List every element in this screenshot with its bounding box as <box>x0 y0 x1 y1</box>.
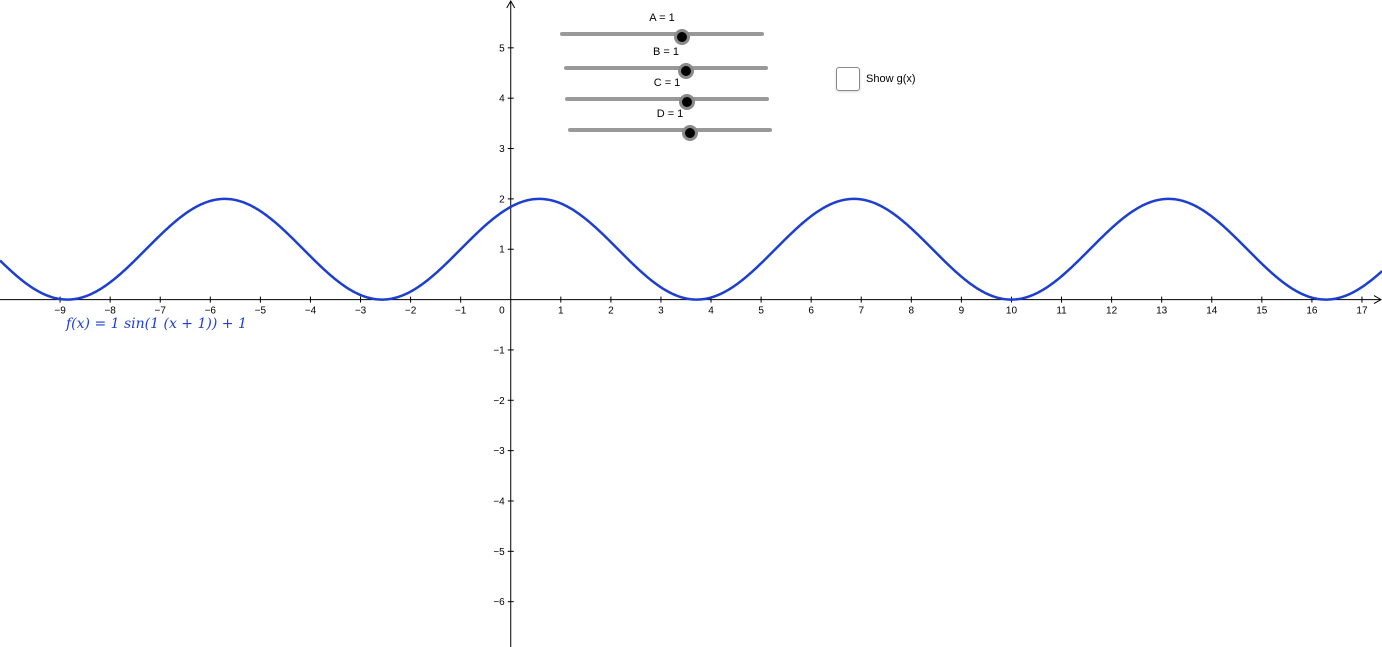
slider-c-label: C = 1 <box>653 77 681 89</box>
x-tick-label: 15 <box>1256 306 1268 317</box>
y-tick-label: 2 <box>499 194 505 205</box>
x-tick-label: 13 <box>1156 306 1168 317</box>
x-tick-label: 8 <box>909 306 915 317</box>
x-tick-label: −8 <box>104 306 116 317</box>
x-tick-label: −2 <box>405 306 417 317</box>
function-f-curve <box>0 197 1382 301</box>
slider-b[interactable]: B = 1 <box>564 46 768 79</box>
slider-c-track[interactable] <box>565 97 769 101</box>
x-tick-label: −7 <box>155 306 167 317</box>
slider-d-handle[interactable] <box>682 125 698 141</box>
slider-b-label: B = 1 <box>653 46 679 58</box>
x-tick-label: 4 <box>708 306 714 317</box>
x-tick-label: −3 <box>355 306 367 317</box>
slider-b-handle[interactable] <box>678 63 694 79</box>
y-axis-arrow <box>506 0 516 9</box>
x-tick-label: 16 <box>1306 306 1318 317</box>
x-tick-label: 7 <box>858 306 864 317</box>
origin-label: 0 <box>499 306 505 317</box>
x-tick-label: 9 <box>959 306 965 317</box>
y-tick-label: −6 <box>493 597 505 608</box>
slider-a-track[interactable] <box>560 32 764 36</box>
function-label-f: f(x) = 1 sin(1 (x + 1)) + 1 <box>66 316 247 332</box>
slider-d-label: D = 1 <box>656 108 684 120</box>
x-tick-label: 14 <box>1206 306 1218 317</box>
x-tick-label: 6 <box>808 306 814 317</box>
y-tick-label: −3 <box>493 446 505 457</box>
x-tick-label: 12 <box>1106 306 1118 317</box>
x-tick-label: −6 <box>205 306 217 317</box>
y-tick-label: 1 <box>499 245 505 256</box>
y-tick-label: 5 <box>499 43 505 54</box>
slider-a-handle[interactable] <box>674 29 690 45</box>
x-tick-label: 17 <box>1356 306 1368 317</box>
show-g-checkbox[interactable] <box>836 67 860 91</box>
slider-c[interactable]: C = 1 <box>565 77 769 110</box>
y-tick-label: 4 <box>499 94 505 105</box>
slider-a[interactable]: A = 1 <box>560 12 764 45</box>
x-tick-label: −1 <box>455 306 467 317</box>
x-axis-arrow <box>1373 295 1382 305</box>
slider-b-track[interactable] <box>564 66 768 70</box>
slider-c-handle[interactable] <box>679 94 695 110</box>
x-tick-label: 10 <box>1006 306 1018 317</box>
y-tick-label: −2 <box>493 396 505 407</box>
axis-tick-labels: −9 −8 −7 −6 −5 −4 −3 −2 −1 1 2 3 4 5 6 7 8 9 10 11 12 13 14 15 1… <box>54 43 1368 608</box>
slider-a-label: A = 1 <box>649 12 675 24</box>
y-tick-label: −1 <box>493 345 505 356</box>
x-tick-label: 1 <box>558 306 564 317</box>
x-tick-label: −4 <box>305 306 317 317</box>
y-tick-label: −5 <box>493 547 505 558</box>
x-tick-label: 11 <box>1056 306 1067 317</box>
slider-d[interactable]: D = 1 <box>568 108 772 141</box>
show-g-checkbox-label[interactable]: Show g(x) <box>866 73 916 85</box>
y-tick-label: 3 <box>499 144 505 155</box>
slider-d-track[interactable] <box>568 128 772 132</box>
x-tick-label: 3 <box>658 306 664 317</box>
x-tick-label: −9 <box>54 306 66 317</box>
x-tick-label: 2 <box>608 306 614 317</box>
axis-ticks <box>59 47 1363 603</box>
function-graph[interactable] <box>0 197 1382 301</box>
y-tick-label: −4 <box>493 496 505 507</box>
x-tick-label: 5 <box>758 306 764 317</box>
show-g-checkbox-group[interactable]: Show g(x) <box>836 67 916 91</box>
x-tick-label: −5 <box>255 306 267 317</box>
